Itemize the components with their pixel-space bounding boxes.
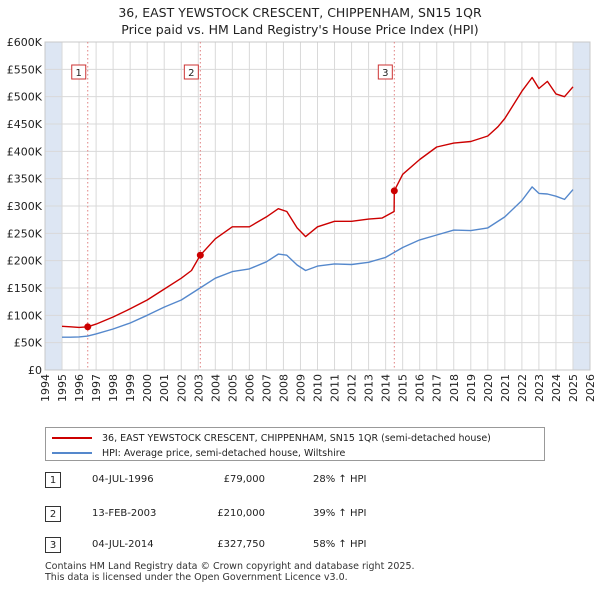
x-tick-label: 2007 [260,374,273,402]
gridlines [44,41,591,371]
x-tick-label: 2008 [277,374,290,402]
x-tick-label: 2013 [363,374,376,402]
legend-label-hpi: HPI: Average price, semi-detached house,… [102,447,346,459]
legend-item-property: 36, EAST YEWSTOCK CRESCENT, CHIPPENHAM, … [52,431,491,445]
sale-price: £79,000 [223,474,265,485]
x-tick-label: 2002 [175,374,188,402]
series-lines [61,76,574,338]
x-tick-label: 2016 [414,374,427,402]
sale-date: 13-FEB-2003 [92,508,157,519]
y-tick-label: £0 [28,364,42,377]
x-tick-label: 2018 [448,374,461,402]
y-tick-label: £500K [7,91,43,104]
y-tick-label: £200K [7,255,43,268]
x-tick-label: 2015 [397,374,410,402]
legend-swatch-property [52,437,92,439]
footer: Contains HM Land Registry data © Crown c… [45,561,415,583]
y-tick-label: £100K [7,309,43,322]
sale-marker-labels: 1 2 3 [71,64,393,80]
sale-number-badge: 2 [45,506,61,522]
sale-marker-number: 2 [188,68,194,79]
x-tick-label: 1997 [90,374,103,402]
sale-row-3: 3 04-JUL-2014 £327,750 58% ↑ HPI [45,537,465,555]
sale-marker-number: 1 [76,68,82,79]
x-tick-label: 2019 [465,374,478,402]
sale-price: £327,750 [217,539,265,550]
hpi-series-line [62,186,574,338]
sale-marker-number: 3 [382,68,388,79]
footer-line-1: Contains HM Land Registry data © Crown c… [45,561,415,572]
y-tick-label: £550K [7,63,43,76]
x-tick-label: 1996 [73,374,86,402]
sale-marker-box [71,64,87,80]
x-tick-label: 2006 [243,374,256,402]
y-tick-label: £350K [7,173,43,186]
x-tick-label: 2009 [294,374,307,402]
legend-label-property: 36, EAST YEWSTOCK CRESCENT, CHIPPENHAM, … [102,432,491,444]
x-tick-label: 2026 [584,374,597,402]
footer-line-2: This data is licensed under the Open Gov… [45,572,348,583]
y-tick-label: £450K [7,118,43,131]
sale-hpi-change: 39% ↑ HPI [313,508,367,519]
x-tick-label: 1995 [56,374,69,402]
y-tick-label: £250K [7,227,43,240]
x-tick-label: 2024 [550,374,563,402]
x-tick-label: 2004 [209,374,222,402]
title-line-2: Price paid vs. HM Land Registry's House … [121,22,479,37]
x-tick-label: 1999 [124,374,137,402]
y-tick-label: £150K [7,282,43,295]
property-series-line [61,76,574,329]
sale-number-badge: 3 [45,537,61,553]
x-tick-label: 2022 [516,374,529,402]
sale-points [84,187,398,331]
y-tick-label: £600K [7,36,43,49]
sale-price: £210,000 [217,508,265,519]
x-tick-label: 2001 [158,374,171,402]
y-tick-label: £50K [14,337,43,350]
sale-marker-box [183,64,199,80]
x-tick-label: 2012 [346,374,359,402]
sale-date: 04-JUL-1996 [92,474,154,485]
sale-row-1: 1 04-JUL-1996 £79,000 28% ↑ HPI [45,472,465,490]
legend-swatch-hpi [52,452,92,454]
sale-hpi-change: 28% ↑ HPI [313,474,367,485]
legend: 36, EAST YEWSTOCK CRESCENT, CHIPPENHAM, … [45,427,545,461]
sale-marker-box [377,64,393,80]
x-tick-label: 2020 [482,374,495,402]
x-tick-label: 2025 [567,374,580,402]
x-tick-label: 2021 [499,374,512,402]
y-tick-label: £400K [7,145,43,158]
sale-number-badge: 1 [45,472,61,488]
sale-point [84,323,92,331]
sale-point [390,187,398,195]
sale-row-2: 2 13-FEB-2003 £210,000 39% ↑ HPI [45,506,465,524]
plot-frame [44,41,591,371]
x-tick-label: 2017 [431,374,444,402]
price-chart: 1 2 3 £0 £50K £100K £150K £200K £250K £300K £350K… [7,36,597,402]
sale-date: 04-JUL-2014 [92,539,154,550]
x-tick-label: 2010 [312,374,325,402]
x-tick-label: 1998 [107,374,120,402]
y-tick-label: £300K [7,200,43,213]
x-axis-ticks: 1994 1995 1996 1997 1998 1999 2000 2001 2002 2003… [39,374,597,402]
sale-point [196,251,204,259]
x-tick-label: 2005 [226,374,239,402]
legend-item-hpi: HPI: Average price, semi-detached house,… [52,446,345,460]
chart-title: 36, EAST YEWSTOCK CRESCENT, CHIPPENHAM, … [0,4,600,38]
x-tick-label: 2000 [141,374,154,402]
sale-hpi-change: 58% ↑ HPI [313,539,367,550]
y-axis-ticks: £0 £50K £100K £150K £200K £250K £300K £350K £400… [7,36,43,377]
x-tick-label: 2023 [533,374,546,402]
x-tick-label: 2003 [192,374,205,402]
x-tick-label: 2014 [380,374,393,402]
x-tick-label: 1994 [39,374,52,402]
x-tick-label: 2011 [329,374,342,402]
title-line-1: 36, EAST YEWSTOCK CRESCENT, CHIPPENHAM, … [118,5,482,20]
